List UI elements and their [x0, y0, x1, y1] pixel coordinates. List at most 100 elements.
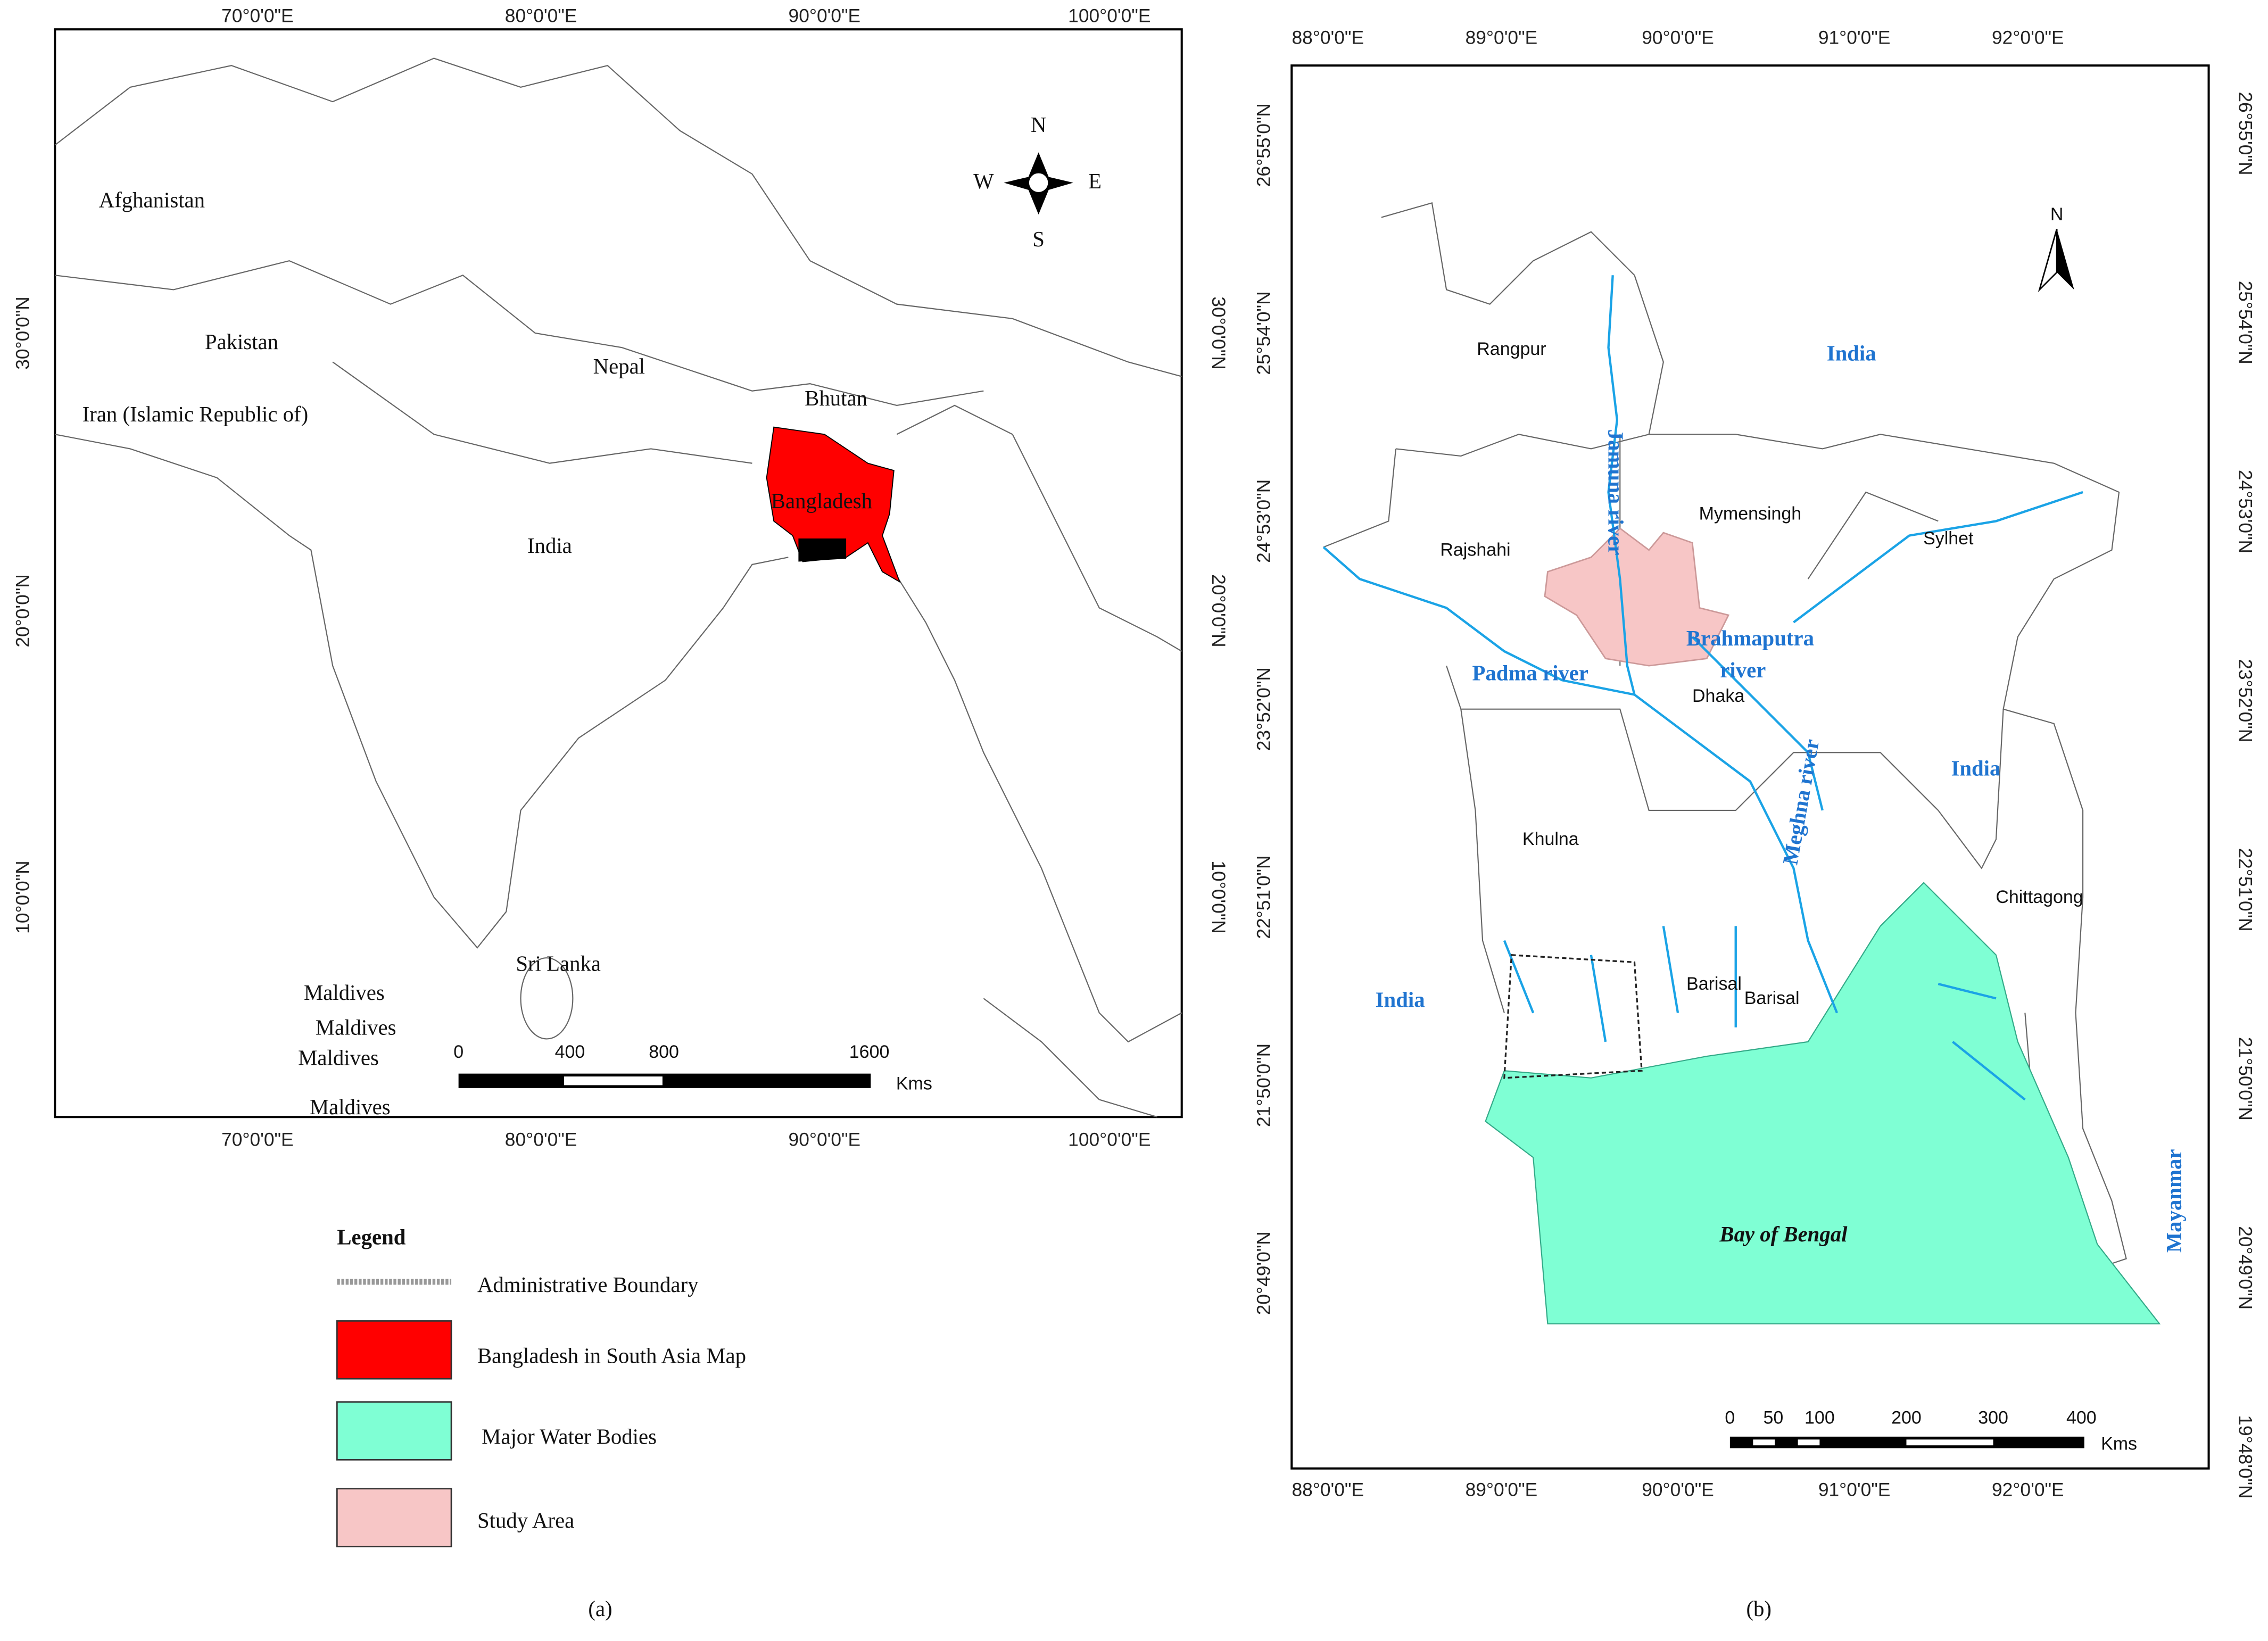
north-arrow-half — [2038, 228, 2058, 293]
legend-swatch — [336, 1488, 452, 1547]
graticule-label: 70°0'0"E — [221, 1130, 294, 1150]
compass-w: W — [973, 169, 994, 193]
panel-a-map — [54, 57, 1182, 1118]
place-label: Maldives — [316, 1015, 396, 1039]
graticule-label: 20°49'0"N — [1254, 1231, 1274, 1315]
place-label: Nepal — [593, 354, 645, 378]
compass-s: S — [1032, 227, 1045, 251]
country-label: India — [1951, 757, 2000, 781]
place-label: Rangpur — [1477, 339, 1546, 359]
boundary — [983, 998, 1157, 1118]
sea-label: Bay of Bengal — [1719, 1222, 1848, 1246]
graticule-label: 89°0'0"E — [1466, 27, 1538, 48]
graticule-label: 24°53'0"N — [2235, 470, 2256, 553]
compass-center — [1028, 171, 1049, 194]
place-label: Barisal — [1686, 974, 1742, 994]
compass-e: E — [1088, 169, 1102, 193]
north-arrow: N — [2038, 204, 2074, 293]
legend: Legend Administrative Boundary Banglades… — [336, 1225, 746, 1547]
place-label: Sri Lanka — [516, 952, 601, 976]
river-label: Padma river — [1472, 661, 1588, 685]
graticule-label: 21°50'0"N — [2235, 1037, 2256, 1121]
legend-label: Study Area — [477, 1509, 574, 1532]
river-label: Brahmaputra — [1686, 626, 1814, 650]
country-label: India — [1376, 988, 1425, 1012]
place-label: Afghanistan — [99, 188, 205, 212]
graticule-label: 70°0'0"E — [221, 6, 294, 27]
graticule-label: 22°51'0"N — [2235, 848, 2256, 931]
graticule-label: 80°0'0"E — [505, 1130, 577, 1150]
place-label: Maldives — [310, 1095, 391, 1119]
legend-swatch — [336, 1320, 452, 1380]
place-label: India — [527, 534, 572, 558]
country-label: Mayanmar — [2162, 1149, 2186, 1253]
compass-n: N — [1031, 113, 1046, 137]
border — [1381, 202, 2127, 1274]
place-label: Dhaka — [1692, 686, 1744, 706]
scale-label: 1600 — [849, 1042, 890, 1062]
place-label: Bangladesh — [771, 489, 872, 513]
legend-label: Administrative Boundary — [477, 1273, 699, 1297]
study-area — [1544, 527, 1730, 667]
panel-a-frame — [54, 28, 1183, 1118]
scale-bar-segment — [564, 1076, 663, 1085]
mangrove — [1503, 954, 1643, 1079]
scale-bar-segment — [1906, 1439, 1993, 1446]
graticule-label: 26°55'0"N — [2235, 92, 2256, 175]
caption: (b) — [1746, 1597, 1772, 1621]
graticule-label: 91°0'0"E — [1818, 27, 1891, 48]
place-label: Chittagong — [1996, 887, 2083, 907]
graticule-label: 25°54'0"N — [2235, 281, 2256, 364]
graticule-label: 23°52'0"N — [2235, 659, 2256, 742]
place-label: Barisal — [1744, 988, 1800, 1008]
graticule-label: 23°52'0"N — [1254, 667, 1274, 751]
caption: (a) — [588, 1597, 612, 1621]
panel-b-places: Rangpur Rajshahi Mymensingh Sylhet Dhaka… — [1376, 339, 2186, 1253]
scale-unit: Kms — [2101, 1433, 2137, 1454]
scale-label: 200 — [1891, 1407, 1922, 1428]
north-arrow-half — [2057, 229, 2074, 290]
graticule-label: 30°0'0"N — [12, 296, 33, 370]
graticule-label: 90°0'0"E — [789, 6, 861, 27]
scale-bar-segment — [1798, 1439, 1820, 1446]
scale-bar-b: 0 50 100 200 300 400 Kms — [1725, 1407, 2137, 1454]
graticule-label: 100°0'0"E — [1068, 6, 1150, 27]
place-label: Maldives — [304, 981, 385, 1005]
river-label: river — [1720, 658, 1766, 682]
north-label: N — [2050, 204, 2064, 225]
graticule-label: 10°0'0"N — [12, 860, 33, 934]
place-label: Bhutan — [805, 386, 867, 410]
graticule-label: 90°0'0"E — [1642, 27, 1714, 48]
place-label: Iran (Islamic Republic of) — [82, 402, 308, 426]
coastline — [889, 564, 1182, 1043]
scale-bar-a: 0 400 800 1600 Kms — [453, 1042, 932, 1094]
scale-label: 0 — [1725, 1407, 1735, 1428]
place-label: Rajshahi — [1440, 540, 1510, 560]
legend-swatch — [336, 1401, 452, 1461]
graticule-label: 88°0'0"E — [1292, 27, 1364, 48]
river — [1503, 926, 2026, 1101]
graticule-label: 20°0'0"N — [1208, 574, 1229, 648]
graticule-label: 88°0'0"E — [1292, 1479, 1364, 1500]
compass: N S E W — [973, 113, 1102, 251]
delta — [798, 538, 847, 562]
graticule-label: 21°50'0"N — [1254, 1043, 1274, 1127]
panel-b-graticule: 88°0'0"E 88°0'0"E 89°0'0"E 89°0'0"E 90°0'0"E… — [1254, 27, 2256, 1500]
scale-label: 400 — [2066, 1407, 2097, 1428]
admin-boundary — [1323, 434, 2004, 1013]
scale-label: 50 — [1764, 1407, 1784, 1428]
island — [520, 957, 574, 1040]
water-body — [1485, 882, 2161, 1324]
scale-label: 300 — [1978, 1407, 2008, 1428]
graticule-label: 30°0'0"N — [1208, 296, 1229, 370]
place-label: Khulna — [1522, 829, 1579, 849]
graticule-label: 19°48'0"N — [2235, 1415, 2256, 1498]
legend-label: Bangladesh in South Asia Map — [477, 1344, 746, 1368]
boundary — [54, 57, 1182, 377]
graticule-label: 92°0'0"E — [1992, 27, 2064, 48]
country-label: India — [1827, 342, 1876, 366]
panel-b-map — [1322, 202, 2161, 1324]
graticule-label: 10°0'0"N — [1208, 860, 1229, 934]
graticule-label: 22°51'0"N — [1254, 855, 1274, 939]
